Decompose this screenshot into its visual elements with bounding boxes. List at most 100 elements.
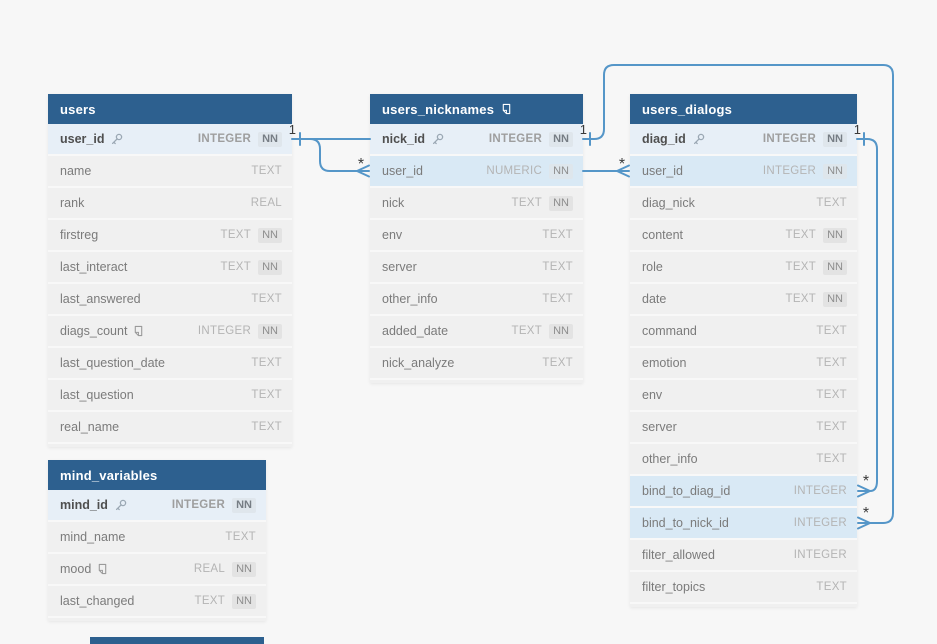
field-users-last_question_date[interactable]: last_question_date TEXT bbox=[48, 348, 292, 380]
table-header-users_nicknames[interactable]: users_nicknames bbox=[370, 94, 583, 124]
field-name: server bbox=[382, 260, 417, 274]
field-name: mood bbox=[60, 562, 92, 576]
field-users_nicknames-nick_analyze[interactable]: nick_analyze TEXT bbox=[370, 348, 583, 380]
field-users_nicknames-other_info[interactable]: other_info TEXT bbox=[370, 284, 583, 316]
field-type: INTEGER bbox=[488, 133, 543, 145]
field-name: user_id bbox=[382, 164, 423, 178]
field-name: nick bbox=[382, 196, 405, 210]
field-mind_variables-mind_name[interactable]: mind_name TEXT bbox=[48, 522, 266, 554]
table-mind_variables[interactable]: mind_variables mind_id INTEGER NN mind_name T… bbox=[48, 460, 266, 621]
field-name: last_interact bbox=[60, 260, 128, 274]
not-null-badge: NN bbox=[549, 195, 573, 211]
field-type: REAL bbox=[250, 197, 282, 209]
field-mind_variables-mind_id[interactable]: mind_id INTEGER NN bbox=[48, 490, 266, 522]
field-users_dialogs-server[interactable]: server TEXT bbox=[630, 412, 857, 444]
field-name: role bbox=[642, 260, 663, 274]
field-users_dialogs-filter_allowed[interactable]: filter_allowed INTEGER bbox=[630, 540, 857, 572]
table-users[interactable]: users user_id INTEGER NN name TEXT rank REAL fir… bbox=[48, 94, 292, 447]
not-null-badge: NN bbox=[258, 259, 282, 275]
field-name: rank bbox=[60, 196, 85, 210]
field-type: TEXT bbox=[251, 389, 282, 401]
note-icon-wrap bbox=[133, 325, 144, 337]
field-users_nicknames-server[interactable]: server TEXT bbox=[370, 252, 583, 284]
line-to-dialogs-userid bbox=[582, 164, 630, 178]
field-name: user_id bbox=[642, 164, 683, 178]
field-mind_variables-last_changed[interactable]: last_changed TEXT NN bbox=[48, 586, 266, 618]
field-users-real_name[interactable]: real_name TEXT bbox=[48, 412, 292, 444]
field-name: bind_to_diag_id bbox=[642, 484, 731, 498]
field-type: TEXT bbox=[785, 261, 817, 273]
table-title: users_nicknames bbox=[382, 101, 495, 117]
field-users_nicknames-nick[interactable]: nick TEXT NN bbox=[370, 188, 583, 220]
field-name: other_info bbox=[382, 292, 438, 306]
field-users_dialogs-other_info[interactable]: other_info TEXT bbox=[630, 444, 857, 476]
table-users_dialogs[interactable]: users_dialogs diag_id INTEGER NN user_id INTE… bbox=[630, 94, 857, 607]
field-type: TEXT bbox=[542, 229, 573, 241]
field-type: TEXT bbox=[816, 421, 847, 433]
field-type: INTEGER bbox=[762, 133, 817, 145]
field-type: TEXT bbox=[816, 389, 847, 401]
field-name: last_answered bbox=[60, 292, 141, 306]
field-type: INTEGER bbox=[793, 485, 847, 497]
note-icon-wrap bbox=[97, 563, 108, 575]
field-users-rank[interactable]: rank REAL bbox=[48, 188, 292, 220]
field-users_dialogs-user_id[interactable]: user_id INTEGER NN bbox=[630, 156, 857, 188]
field-name: bind_to_nick_id bbox=[642, 516, 729, 530]
field-users_dialogs-role[interactable]: role TEXT NN bbox=[630, 252, 857, 284]
field-users_nicknames-env[interactable]: env TEXT bbox=[370, 220, 583, 252]
field-users_nicknames-user_id[interactable]: user_id NUMERIC NN bbox=[370, 156, 583, 188]
field-users_dialogs-bind_to_diag_id[interactable]: bind_to_diag_id INTEGER bbox=[630, 476, 857, 508]
key-icon-wrap bbox=[110, 133, 123, 146]
field-users_dialogs-filter_topics[interactable]: filter_topics TEXT bbox=[630, 572, 857, 604]
field-users_dialogs-diag_nick[interactable]: diag_nick TEXT bbox=[630, 188, 857, 220]
field-users_dialogs-env[interactable]: env TEXT bbox=[630, 380, 857, 412]
field-name: filter_allowed bbox=[642, 548, 715, 562]
field-type: INTEGER bbox=[171, 499, 226, 511]
field-users_dialogs-diag_id[interactable]: diag_id INTEGER NN bbox=[630, 124, 857, 156]
field-type: TEXT bbox=[225, 531, 256, 543]
table-users_nicknames[interactable]: users_nicknames nick_id INTEGER NN user_id NU… bbox=[370, 94, 583, 383]
partial-table-header[interactable] bbox=[90, 637, 264, 644]
table-header-mind_variables[interactable]: mind_variables bbox=[48, 460, 266, 490]
field-mind_variables-mood[interactable]: mood REAL NN bbox=[48, 554, 266, 586]
cardinality-many-bind-to-diag-id: * bbox=[863, 473, 869, 490]
table-header-users_dialogs[interactable]: users_dialogs bbox=[630, 94, 857, 124]
not-null-badge: NN bbox=[258, 323, 282, 339]
field-users_nicknames-added_date[interactable]: added_date TEXT NN bbox=[370, 316, 583, 348]
field-name: last_changed bbox=[60, 594, 135, 608]
field-type: TEXT bbox=[194, 595, 226, 607]
field-users-last_question[interactable]: last_question TEXT bbox=[48, 380, 292, 412]
field-type: TEXT bbox=[542, 357, 573, 369]
field-name: name bbox=[60, 164, 92, 178]
field-name: last_question_date bbox=[60, 356, 165, 370]
field-users-user_id[interactable]: user_id INTEGER NN bbox=[48, 124, 292, 156]
field-users-diags_count[interactable]: diags_count INTEGER NN bbox=[48, 316, 292, 348]
field-users_dialogs-emotion[interactable]: emotion TEXT bbox=[630, 348, 857, 380]
field-type: TEXT bbox=[251, 165, 282, 177]
primary-key-icon bbox=[115, 499, 127, 510]
field-name: filter_topics bbox=[642, 580, 706, 594]
field-type: TEXT bbox=[511, 197, 543, 209]
field-users_dialogs-command[interactable]: command TEXT bbox=[630, 316, 857, 348]
field-type: NUMERIC bbox=[486, 165, 543, 177]
field-name: diags_count bbox=[60, 324, 128, 338]
field-users_dialogs-date[interactable]: date TEXT NN bbox=[630, 284, 857, 316]
field-name: firstreg bbox=[60, 228, 99, 242]
field-users_dialogs-content[interactable]: content TEXT NN bbox=[630, 220, 857, 252]
field-name: diag_nick bbox=[642, 196, 695, 210]
field-users-last_answered[interactable]: last_answered TEXT bbox=[48, 284, 292, 316]
field-name: other_info bbox=[642, 452, 698, 466]
field-users-firstreg[interactable]: firstreg TEXT NN bbox=[48, 220, 292, 252]
field-users_dialogs-bind_to_nick_id[interactable]: bind_to_nick_id INTEGER bbox=[630, 508, 857, 540]
key-icon-wrap bbox=[692, 133, 705, 146]
field-users-name[interactable]: name TEXT bbox=[48, 156, 292, 188]
table-header-users[interactable]: users bbox=[48, 94, 292, 124]
not-null-badge: NN bbox=[549, 131, 573, 147]
field-users-last_interact[interactable]: last_interact TEXT NN bbox=[48, 252, 292, 284]
field-name: content bbox=[642, 228, 684, 242]
not-null-badge: NN bbox=[823, 291, 847, 307]
field-name: real_name bbox=[60, 420, 120, 434]
field-type: TEXT bbox=[816, 581, 847, 593]
field-users_nicknames-nick_id[interactable]: nick_id INTEGER NN bbox=[370, 124, 583, 156]
